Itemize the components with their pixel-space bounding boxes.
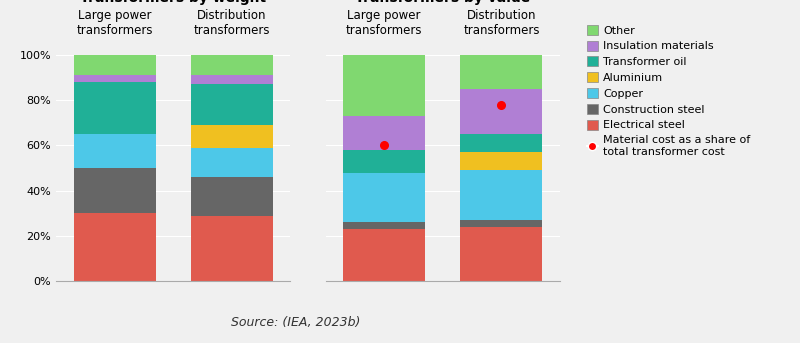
- Text: Distribution
transformers: Distribution transformers: [194, 9, 270, 37]
- Bar: [190, 215, 273, 281]
- Bar: [190, 125, 273, 147]
- Bar: [343, 55, 426, 116]
- Bar: [190, 84, 273, 125]
- Bar: [460, 170, 542, 220]
- Bar: [343, 222, 426, 229]
- Bar: [74, 168, 156, 213]
- Bar: [460, 227, 542, 281]
- Bar: [74, 55, 156, 75]
- Bar: [74, 82, 156, 134]
- Text: Large power
transformers: Large power transformers: [76, 9, 153, 37]
- Title: Transformers by weight: Transformers by weight: [80, 0, 266, 5]
- Bar: [190, 147, 273, 177]
- Text: Large power
transformers: Large power transformers: [346, 9, 422, 37]
- Bar: [190, 177, 273, 215]
- Title: Transformers by value: Transformers by value: [355, 0, 530, 5]
- Bar: [343, 116, 426, 150]
- Bar: [74, 75, 156, 82]
- Text: Distribution
transformers: Distribution transformers: [463, 9, 540, 37]
- Bar: [460, 55, 542, 89]
- Legend: Other, Insulation materials, Transformer oil, Aluminium, Copper, Construction st: Other, Insulation materials, Transformer…: [584, 23, 753, 159]
- Text: Source: (IEA, 2023b): Source: (IEA, 2023b): [231, 316, 361, 329]
- Bar: [74, 213, 156, 281]
- Bar: [343, 150, 426, 173]
- Bar: [74, 134, 156, 168]
- Bar: [460, 220, 542, 227]
- Bar: [190, 55, 273, 75]
- Bar: [343, 229, 426, 281]
- Bar: [343, 173, 426, 222]
- Bar: [190, 75, 273, 84]
- Bar: [460, 134, 542, 152]
- Bar: [460, 152, 542, 170]
- Bar: [460, 89, 542, 134]
